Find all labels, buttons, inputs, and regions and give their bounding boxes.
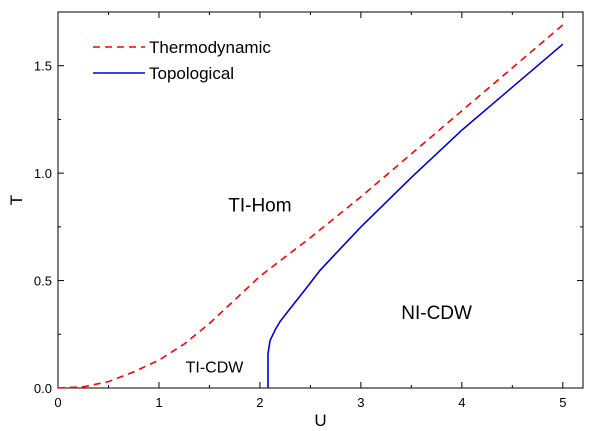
y-axis: 0.0 0.5 1.0 1.5 <box>34 59 583 396</box>
y-axis-title: T <box>7 195 26 205</box>
x-tick-label: 1 <box>155 395 162 410</box>
x-tick-label: 4 <box>458 395 465 410</box>
y-tick-label: 1.0 <box>34 166 52 181</box>
x-tick-label: 0 <box>54 395 61 410</box>
x-axis: 0 1 2 3 4 5 <box>54 12 566 410</box>
region-label-ti-hom: TI-Hom <box>228 195 291 216</box>
region-labels: TI-Hom NI-CDW TI-CDW <box>186 195 472 376</box>
region-label-ti-cdw: TI-CDW <box>186 360 245 377</box>
y-tick-label: 1.5 <box>34 59 52 74</box>
series-topological-line <box>267 43 564 388</box>
series-thermodynamic-line <box>57 24 564 389</box>
plot-frame <box>57 11 584 389</box>
x-tick-label: 2 <box>256 395 263 410</box>
y-tick-label: 0.0 <box>34 381 52 396</box>
x-axis-title: U <box>314 411 326 430</box>
series-layer <box>57 24 564 389</box>
legend-label-thermodynamic: Thermodynamic <box>149 38 271 57</box>
y-tick-label: 0.5 <box>34 274 52 289</box>
legend-label-topological: Topological <box>149 64 234 83</box>
legend: Thermodynamic Topological <box>93 38 271 83</box>
x-tick-label: 3 <box>357 395 364 410</box>
region-label-ni-cdw: NI-CDW <box>401 303 472 324</box>
x-tick-label: 5 <box>559 395 566 410</box>
